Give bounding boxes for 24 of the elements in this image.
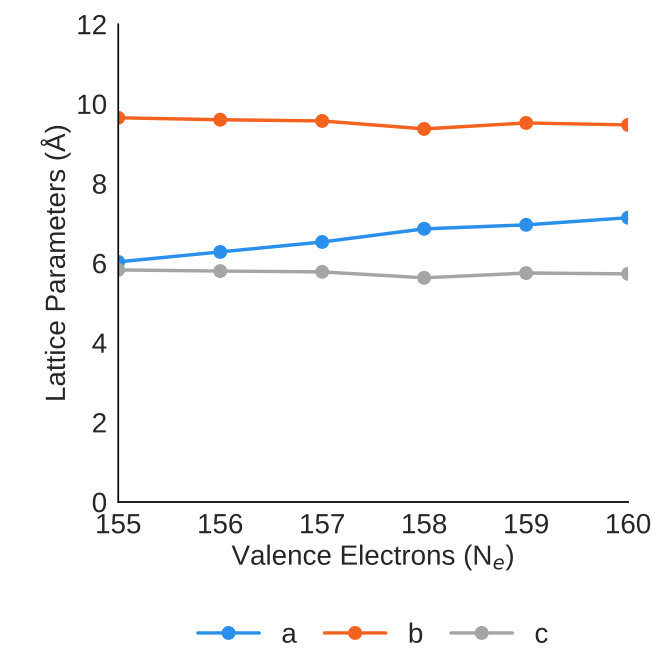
- x-tick-label: 160: [607, 514, 650, 534]
- x-tick-label: 156: [199, 514, 242, 534]
- x-tick-label: 159: [505, 514, 548, 534]
- point: [417, 222, 432, 236]
- point: [315, 235, 330, 249]
- x-tick-label: 158: [403, 514, 446, 534]
- legend-label: b: [410, 622, 422, 643]
- y-tick-label: 6: [93, 254, 106, 274]
- point: [315, 114, 330, 128]
- y-tick-label: 2: [93, 413, 106, 432]
- point: [417, 270, 432, 285]
- point: [315, 264, 330, 279]
- legend-label: c: [536, 628, 548, 643]
- y-tick-label: 12: [78, 14, 106, 34]
- legend-label: a: [282, 628, 297, 643]
- x-tick-label: 157: [301, 514, 344, 534]
- y-tick-label: 8: [92, 174, 106, 194]
- y-tick-label: 10: [78, 94, 106, 114]
- y-tick-label: 4: [92, 334, 106, 353]
- x-tick-label: 155: [97, 514, 140, 534]
- point: [417, 122, 432, 136]
- y-axis-title: Lattice Parameters (Å): [40, 126, 71, 400]
- y-tick-label: 0: [92, 492, 106, 512]
- x-axis-title: Valence Electrons (N$_{e}$): [232, 544, 513, 570]
